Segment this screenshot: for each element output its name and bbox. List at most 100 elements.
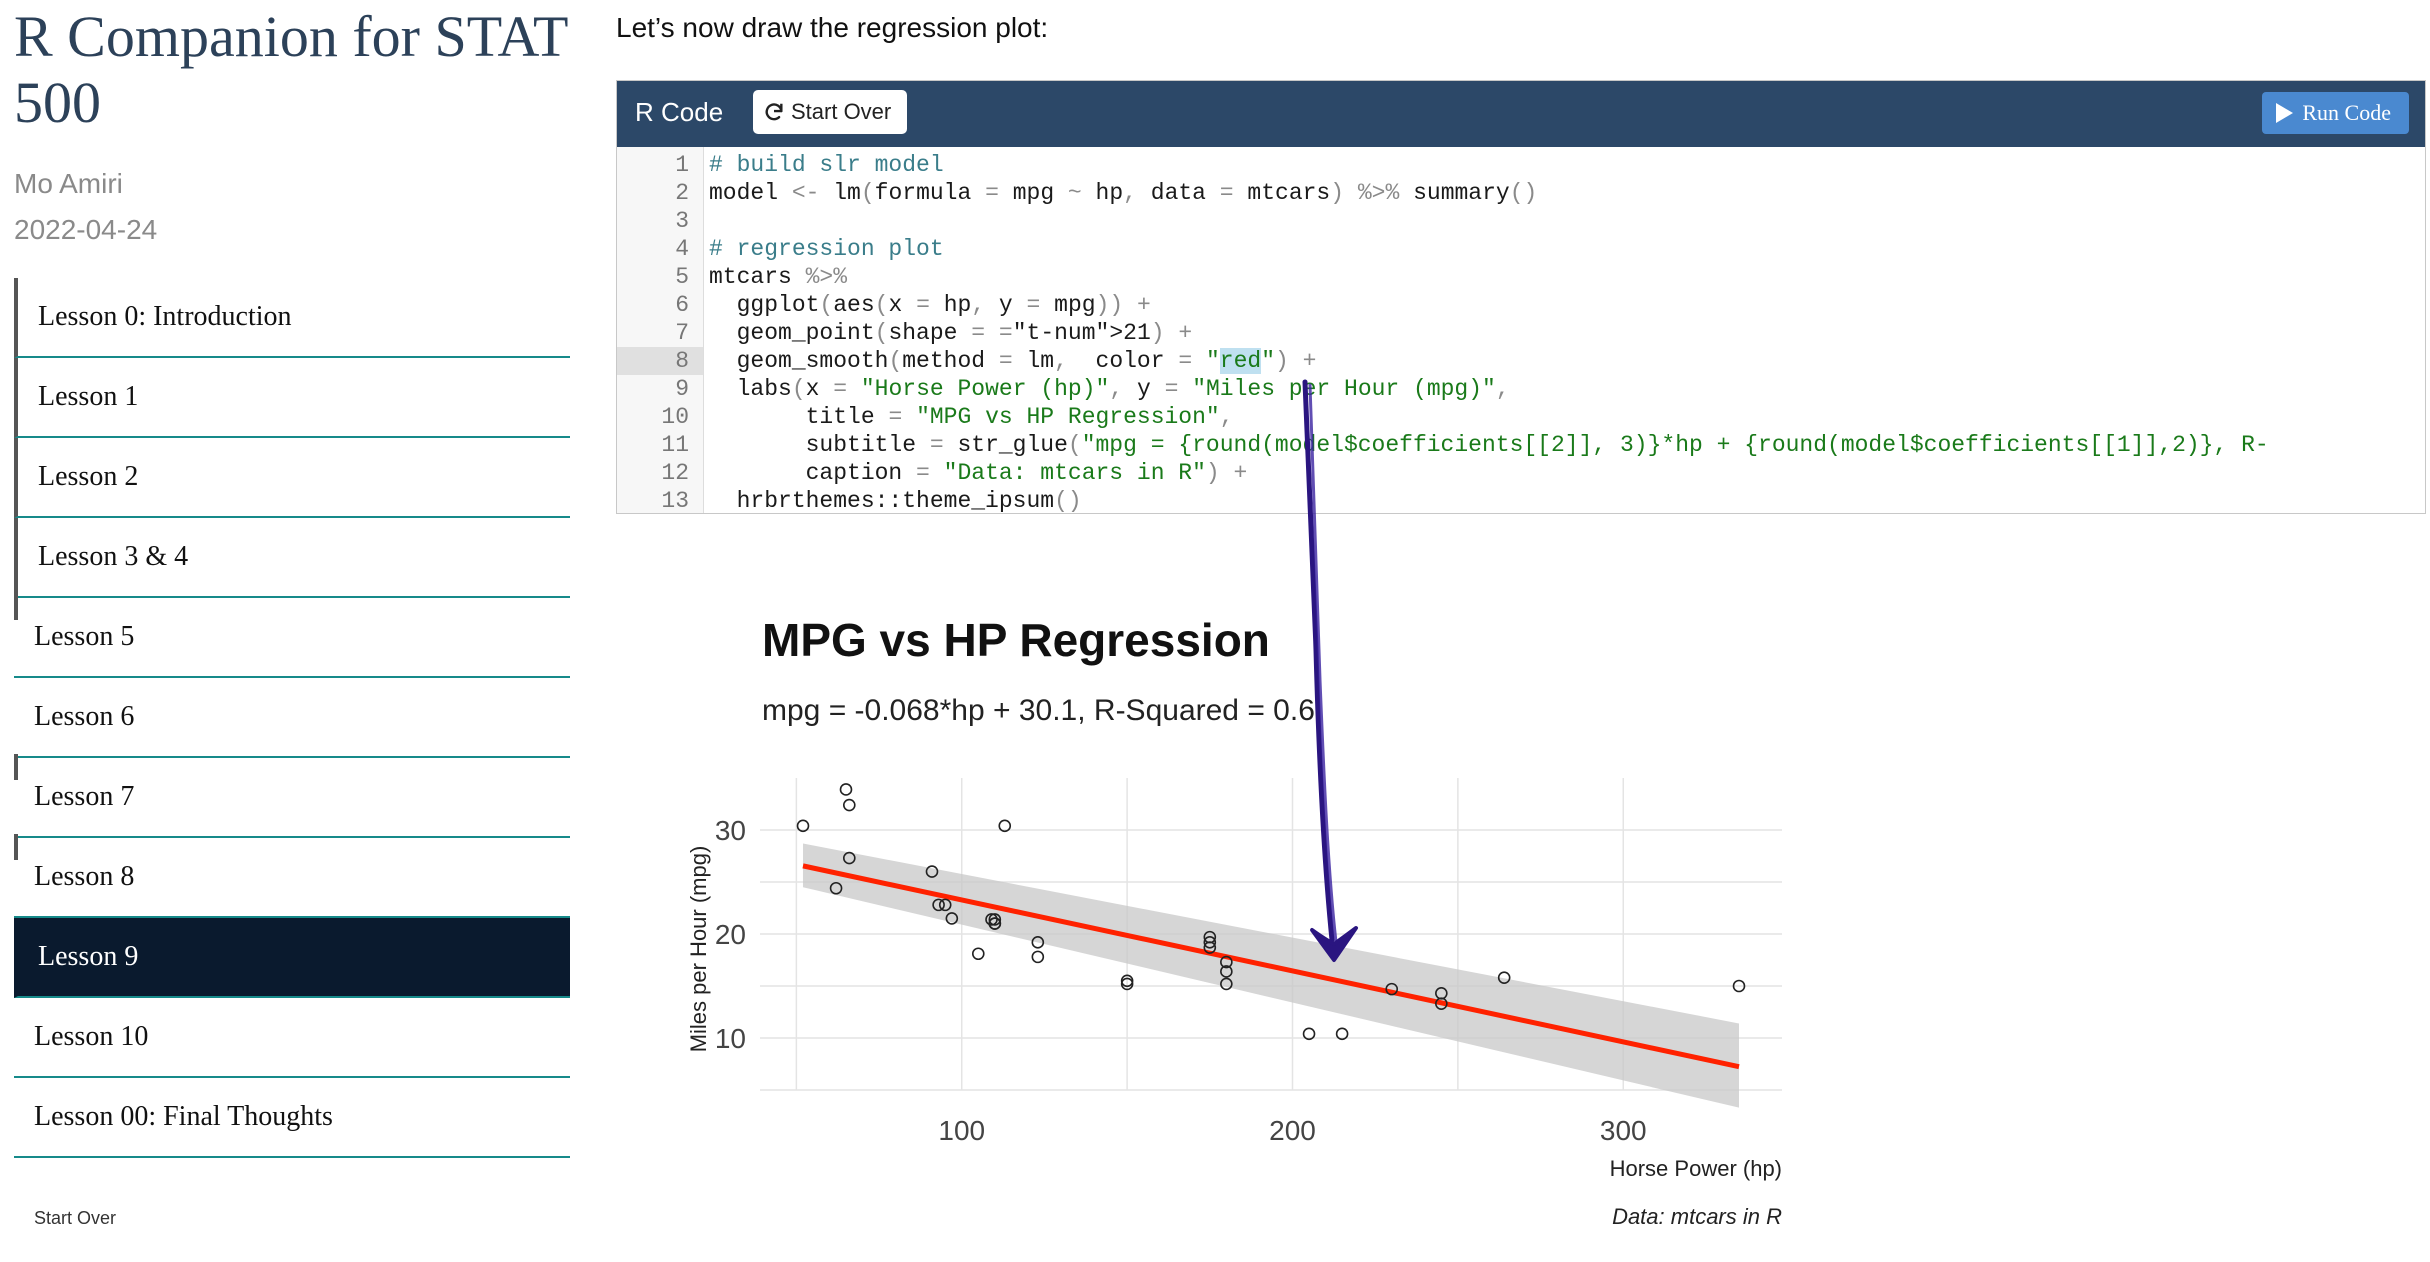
code-line: 1 # build slr model — [617, 151, 2425, 179]
data-point — [1220, 977, 1233, 991]
data-point — [1203, 936, 1217, 949]
data-point — [988, 917, 1002, 930]
data-point — [839, 783, 853, 796]
code-line: 5 mtcars %>% — [617, 263, 2425, 291]
code-text: caption = "Data: mtcars in R") + — [709, 460, 1248, 486]
run-code-button[interactable]: Run Code — [2262, 92, 2409, 134]
data-point — [1435, 997, 1448, 1010]
data-point — [938, 898, 952, 912]
toc-item-lesson-10[interactable]: Lesson 10 — [14, 998, 570, 1078]
data-point — [1120, 977, 1134, 991]
sidebar-start-over-link[interactable]: Start Over — [34, 1208, 117, 1228]
x-tick-label: 200 — [1269, 1115, 1316, 1146]
code-lines: 1 # build slr model 2 model <- lm(formula =… — [617, 151, 2425, 514]
line-number: 9 — [675, 376, 689, 402]
toc-item-lesson-8[interactable]: Lesson 8 — [14, 834, 570, 918]
y-tick-label: 10 — [715, 1023, 746, 1054]
regression-line — [802, 863, 1740, 1070]
code-text: ggplot(aes(x = hp, y = mpg)) + — [709, 292, 1151, 318]
code-line: 12 caption = "Data: mtcars in R") + — [617, 459, 2425, 487]
data-point — [1732, 979, 1746, 993]
y-tick-label: 20 — [715, 919, 746, 950]
data-point — [1220, 965, 1233, 978]
code-line: 4 # regression plot — [617, 235, 2425, 263]
line-number: 3 — [675, 208, 689, 234]
book-author: Mo Amiri — [14, 168, 123, 199]
data-point — [945, 912, 959, 925]
data-point — [1203, 930, 1217, 944]
x-tick-label: 300 — [1600, 1115, 1647, 1146]
line-number: 13 — [661, 488, 689, 514]
data-point — [932, 898, 945, 912]
confidence-band — [802, 843, 1740, 1108]
code-text: mtcars %>% — [709, 264, 848, 290]
x-tick-label: 100 — [938, 1115, 985, 1146]
chart-caption: Data: mtcars in R — [1612, 1204, 1782, 1229]
data-point — [985, 913, 998, 926]
regression-chart: 100 200 300 10 20 30 MPG vs HP Regression mpg =… — [686, 614, 1782, 1229]
code-text: # regression plot — [709, 236, 944, 262]
data-point — [843, 798, 856, 812]
chart-subtitle: mpg = -0.068*hp + 30.1, R-Squared = 0.6 — [762, 694, 1315, 727]
code-line: 7 geom_point(shape = ="t-num">21) + — [617, 319, 2425, 347]
code-line: 9 labs(x = "Horse Power (hp)", y = "Mile… — [617, 375, 2425, 403]
table-of-contents: Lesson 0: Introduction Lesson 1 Lesson 2… — [14, 278, 570, 1158]
data-point — [925, 865, 939, 878]
line-number: 5 — [675, 264, 689, 290]
data-point — [829, 881, 843, 895]
play-icon — [2276, 103, 2294, 123]
code-line: 3 — [617, 207, 2425, 235]
toc-item-lesson-2[interactable]: Lesson 2 — [14, 438, 570, 518]
line-number: 11 — [661, 432, 689, 458]
data-point — [988, 913, 1002, 926]
toc-item-final-thoughts[interactable]: Lesson 00: Final Thoughts — [14, 1078, 570, 1158]
intro-text: Let’s now draw the regression plot: — [616, 12, 1049, 43]
code-text: labs(x = "Horse Power (hp)", y = "Miles … — [709, 376, 1510, 402]
data-point — [1302, 1027, 1316, 1041]
y-tick-label: 30 — [715, 815, 746, 846]
code-line: 11 subtitle = str_glue("mpg = {round(mod… — [617, 431, 2425, 459]
toc-item-lesson-1[interactable]: Lesson 1 — [14, 358, 570, 438]
book-title[interactable]: R Companion for STAT 500 — [14, 4, 568, 135]
code-line: 2 model <- lm(formula = mpg ~ hp, data = … — [617, 179, 2425, 207]
code-line: 6 ggplot(aes(x = hp, y = mpg)) + — [617, 291, 2425, 319]
data-point — [971, 947, 985, 961]
code-line: 8 geom_smooth(method = lm, color = "red"… — [617, 347, 2425, 375]
editor-header: R Code Start Over Run Code — [617, 81, 2425, 147]
line-number-gutter — [617, 147, 704, 513]
line-number: 8 — [617, 347, 703, 375]
data-point — [1220, 955, 1233, 969]
line-number: 2 — [675, 180, 689, 206]
x-axis-label: Horse Power (hp) — [1610, 1156, 1782, 1181]
code-text: geom_smooth(method = lm, color = "red") … — [709, 348, 1317, 374]
code-text: subtitle = str_glue("mpg = {round(model$… — [709, 432, 2269, 458]
toc-item-lesson-3-4[interactable]: Lesson 3 & 4 — [14, 518, 570, 598]
data-point — [796, 819, 810, 833]
code-line: 13 hrbrthemes::theme_ipsum() — [617, 487, 2425, 514]
code-input-area[interactable]: 1 # build slr model 2 model <- lm(formula =… — [617, 147, 2425, 514]
editor-title: R Code — [635, 97, 724, 127]
y-axis-label: Miles per Hour (mpg) — [686, 846, 711, 1053]
data-point — [1120, 974, 1134, 988]
data-point — [843, 851, 856, 865]
code-line: 10 title = "MPG vs HP Regression", — [617, 403, 2425, 431]
line-number: 4 — [675, 236, 689, 262]
toc-item-lesson-9[interactable]: Lesson 9 — [14, 918, 570, 998]
sidebar: R Companion for STAT 500 Mo Amiri 2022-0… — [0, 0, 570, 1262]
data-point — [1031, 950, 1045, 964]
data-point — [998, 819, 1012, 833]
chart-title: MPG vs HP Regression — [762, 614, 1270, 666]
code-text: title = "MPG vs HP Regression", — [709, 404, 1234, 430]
toc-item-lesson-6[interactable]: Lesson 6 — [14, 678, 570, 758]
toc-item-lesson-7[interactable]: Lesson 7 — [14, 754, 570, 838]
start-over-button[interactable]: Start Over — [753, 90, 908, 134]
line-number: 1 — [675, 152, 689, 178]
start-over-label: Start Over — [791, 99, 892, 124]
data-point — [1031, 936, 1045, 949]
toc-item-lesson-0[interactable]: Lesson 0: Introduction — [14, 278, 570, 358]
code-text: model <- lm(formula = mpg ~ hp, data = m… — [709, 180, 1538, 206]
code-text: geom_point(shape = ="t-num">21) + — [709, 320, 1193, 346]
line-number: 6 — [675, 292, 689, 318]
toc-item-lesson-5[interactable]: Lesson 5 — [14, 594, 570, 678]
line-number: 12 — [661, 460, 689, 486]
